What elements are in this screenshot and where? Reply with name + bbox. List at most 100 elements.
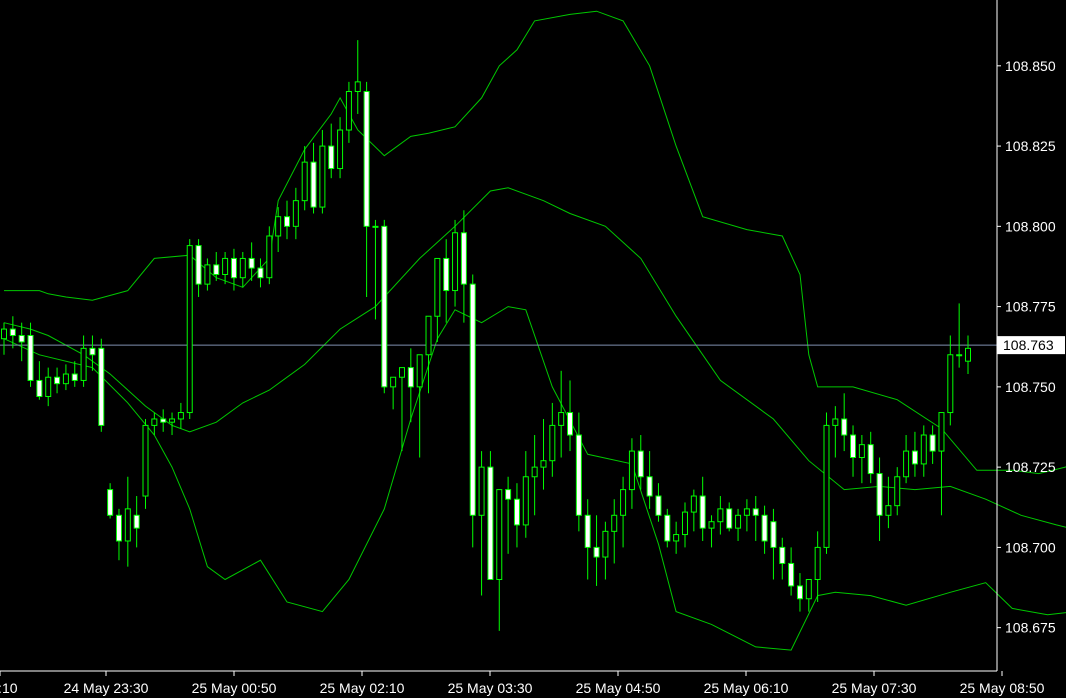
candle bbox=[735, 508, 742, 541]
candle bbox=[372, 219, 379, 320]
candle bbox=[345, 81, 352, 143]
candle bbox=[398, 367, 405, 452]
candle-body-up bbox=[496, 489, 503, 580]
candle-body-down bbox=[850, 434, 857, 458]
candle bbox=[89, 335, 96, 371]
candle-body-up bbox=[894, 476, 901, 507]
candle-body-down bbox=[98, 347, 105, 426]
candle-body-up bbox=[681, 511, 688, 536]
candle bbox=[593, 515, 600, 586]
candle bbox=[867, 431, 874, 484]
candle-body-up bbox=[142, 424, 149, 497]
candle-body-down bbox=[284, 216, 291, 227]
candle bbox=[9, 316, 16, 349]
candle-body-down bbox=[637, 450, 644, 478]
candle bbox=[920, 425, 927, 477]
candle bbox=[257, 258, 264, 288]
candle-body-up bbox=[611, 514, 618, 532]
candle bbox=[142, 418, 149, 509]
candle-body-down bbox=[841, 418, 848, 436]
candle bbox=[107, 483, 114, 519]
candle-body-up bbox=[690, 495, 697, 513]
candle bbox=[726, 502, 733, 532]
candle-body-down bbox=[115, 514, 122, 542]
candle-body-up bbox=[540, 460, 547, 468]
candle bbox=[160, 409, 167, 432]
y-tick-label: 108.700 bbox=[1005, 539, 1056, 555]
candle bbox=[186, 239, 193, 419]
x-tick-label: 25 May 07:30 bbox=[832, 680, 917, 696]
candle-body-up bbox=[814, 546, 821, 580]
candle bbox=[177, 402, 184, 429]
candle-body-up bbox=[434, 257, 441, 317]
candle-body-down bbox=[876, 473, 883, 516]
candle bbox=[602, 521, 609, 580]
candle bbox=[381, 219, 388, 394]
candle bbox=[505, 476, 512, 554]
candle bbox=[850, 425, 857, 477]
x-tick-label: 25 May 08:50 bbox=[960, 680, 1045, 696]
candle bbox=[681, 502, 688, 548]
candle-body-down bbox=[469, 283, 476, 516]
candle bbox=[71, 361, 78, 387]
candle-body-down bbox=[328, 145, 335, 170]
candle-body-down bbox=[27, 335, 34, 381]
candle-body-up bbox=[80, 347, 87, 381]
candle bbox=[284, 200, 291, 240]
candle bbox=[310, 142, 317, 214]
candle-body-up bbox=[832, 418, 839, 426]
current-price-box bbox=[997, 336, 1065, 355]
candle bbox=[558, 370, 565, 458]
candle bbox=[478, 451, 485, 596]
candle bbox=[841, 393, 848, 452]
candle-body-down bbox=[460, 232, 467, 285]
candle bbox=[266, 226, 273, 285]
candle-body-up bbox=[628, 450, 635, 491]
candle-body-up bbox=[673, 534, 680, 542]
lower-band-line bbox=[3, 306, 1066, 651]
candle bbox=[222, 252, 229, 285]
candle bbox=[823, 412, 830, 554]
candle-body-up bbox=[301, 161, 308, 202]
candle bbox=[805, 579, 812, 612]
candle bbox=[549, 402, 556, 477]
candle bbox=[469, 274, 476, 548]
candle bbox=[80, 335, 87, 387]
y-tick-label: 108.675 bbox=[1005, 620, 1056, 636]
candle-body-down bbox=[310, 161, 317, 208]
candle bbox=[894, 467, 901, 516]
candle bbox=[903, 435, 910, 484]
candle bbox=[522, 451, 529, 538]
x-tick-label: 25 May 04:50 bbox=[576, 680, 661, 696]
candle-body-up bbox=[478, 466, 485, 516]
candle-body-up bbox=[903, 450, 910, 478]
candle-body-down bbox=[381, 225, 388, 388]
candle-body-up bbox=[708, 521, 715, 529]
candle-body-up bbox=[531, 466, 538, 478]
candle bbox=[761, 505, 768, 554]
candles bbox=[1, 40, 971, 631]
candle bbox=[965, 335, 971, 375]
candle-body-down bbox=[929, 434, 936, 452]
candle bbox=[213, 252, 220, 281]
candle bbox=[690, 489, 697, 532]
candle bbox=[673, 521, 680, 554]
x-tick-label: 24 May 23:30 bbox=[64, 680, 149, 696]
candle-body-down bbox=[593, 546, 600, 558]
x-tick-label: 25 May 02:10 bbox=[320, 680, 405, 696]
candle bbox=[292, 187, 299, 240]
candle-body-up bbox=[938, 412, 945, 452]
candle-body-down bbox=[788, 562, 795, 587]
candle bbox=[169, 412, 176, 436]
candle-body-up bbox=[965, 347, 971, 362]
candle bbox=[646, 451, 653, 509]
candle bbox=[328, 123, 335, 179]
upper-band-line bbox=[4, 10, 1066, 475]
candle bbox=[151, 412, 158, 436]
candle bbox=[575, 412, 582, 532]
candle-body-down bbox=[779, 546, 786, 564]
candle-body-up bbox=[947, 354, 954, 414]
candle-body-down bbox=[664, 514, 671, 542]
candle-body-up bbox=[558, 412, 565, 426]
